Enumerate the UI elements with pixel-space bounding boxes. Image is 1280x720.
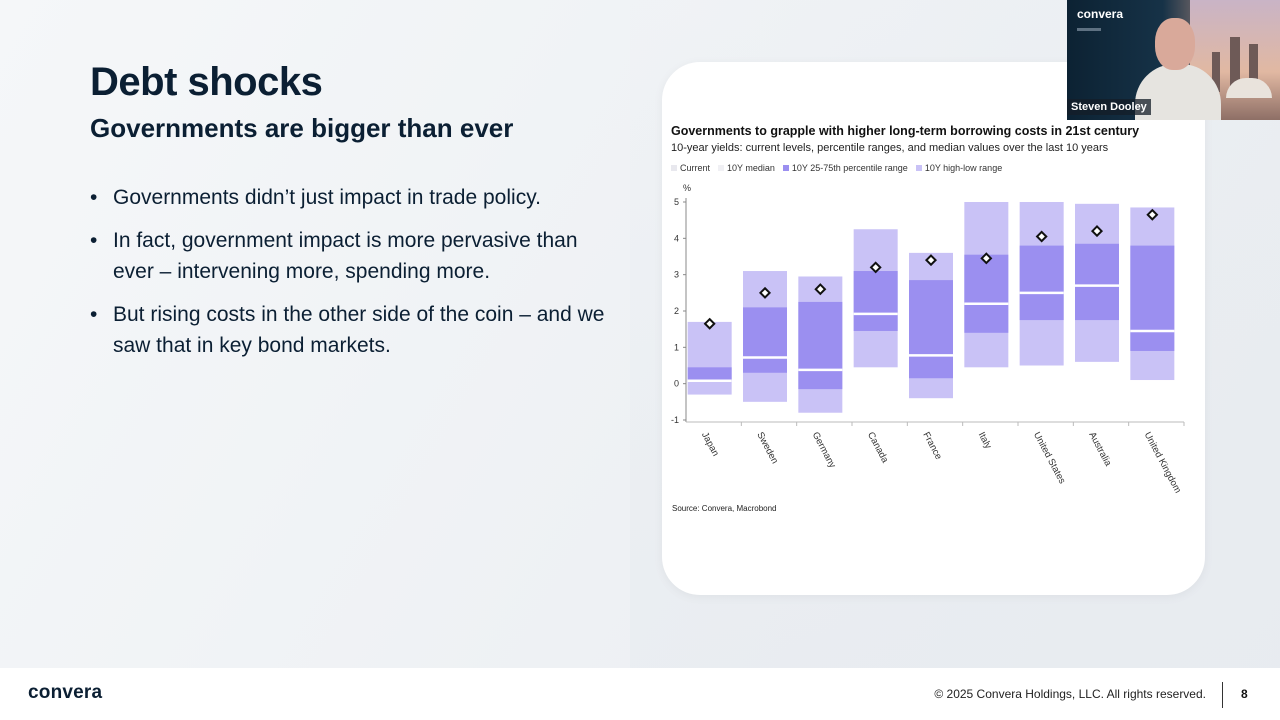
y-tick-label: 4 [674, 233, 679, 243]
y-tick-label: 3 [674, 270, 679, 280]
iqr-bar [909, 280, 953, 379]
iqr-bar [1019, 245, 1064, 321]
video-person [1155, 18, 1195, 70]
current-marker [703, 317, 716, 330]
convera-logo: convera [28, 682, 103, 703]
video-building [1249, 44, 1258, 92]
range-bar [687, 321, 732, 395]
y-tick-label: -1 [671, 415, 679, 425]
x-tick-label: Sweden [754, 430, 780, 465]
iqr-bar [853, 271, 898, 331]
iqr-bar [743, 307, 787, 373]
iqr-bar [964, 254, 1009, 333]
current-marker [758, 286, 772, 299]
x-tick-label: Germany [810, 430, 838, 470]
iqr-bar [1130, 245, 1175, 351]
legend-swatch [671, 165, 677, 171]
chart-plot: % -1 0 1 2 3 4 5 Japan Sweden Germany Canada France I… [671, 183, 1185, 495]
current-marker [1035, 230, 1048, 243]
bullet-item: Governments didn’t just impact in trade … [90, 182, 620, 213]
x-tick-label: Canada [865, 430, 891, 465]
legend-swatch [782, 165, 789, 171]
footer-divider [1222, 682, 1223, 708]
x-tick-label: Australia [1086, 430, 1113, 468]
presenter-video-tile[interactable]: convera Steven Dooley [1067, 0, 1280, 120]
current-marker [980, 252, 993, 265]
chart-card: Governments to grapple with higher long-… [662, 62, 1205, 595]
x-tick-label: Japan [699, 430, 721, 458]
current-marker [814, 283, 827, 296]
chart-title: Governments to grapple with higher long-… [671, 124, 1140, 138]
legend-label: 10Y high-low range [924, 163, 1003, 173]
video-logo-tagline [1077, 28, 1101, 31]
slide-footer: convera © 2025 Convera Holdings, LLC. Al… [0, 668, 1280, 720]
legend-swatch [718, 165, 725, 171]
bullet-item: But rising costs in the other side of th… [90, 299, 620, 361]
y-axis-unit: % [683, 183, 691, 193]
legend-item-median: 10Y median [718, 163, 775, 173]
chart-subtitle: 10-year yields: current levels, percenti… [671, 142, 1109, 154]
chart-source: Source: Convera, Macrobond [672, 504, 777, 513]
legend-label: 10Y median [727, 163, 775, 173]
x-tick-label: United States [1031, 430, 1068, 486]
legend-swatch [915, 165, 922, 171]
legend-label: Current [680, 163, 711, 173]
y-tick-label: 5 [674, 197, 679, 207]
legend-item-range: 10Y high-low range [915, 163, 1003, 173]
iqr-bar [687, 367, 732, 382]
video-building [1230, 37, 1240, 92]
slide-subtitle: Governments are bigger than ever [90, 113, 514, 143]
bullet-item: In fact, government impact is more perva… [90, 225, 620, 287]
video-logo: convera [1077, 7, 1124, 21]
page-number: 8 [1241, 687, 1248, 701]
current-marker [1090, 225, 1104, 238]
presenter-name-label: Steven Dooley [1067, 99, 1151, 115]
chart-legend: Current 10Y median 10Y 25-75th percentil… [671, 163, 1002, 173]
copyright-text: © 2025 Convera Holdings, LLC. All rights… [934, 687, 1206, 701]
x-tick-label: France [920, 430, 944, 461]
legend-item-iqr: 10Y 25-75th percentile range [782, 163, 908, 173]
video-building [1212, 52, 1220, 92]
x-tick-label: Italy [976, 430, 994, 451]
legend-label: 10Y 25-75th percentile range [791, 163, 908, 173]
video-opera-house [1226, 78, 1272, 98]
slide-title: Debt shocks [90, 60, 323, 104]
y-tick-label: 2 [674, 306, 679, 316]
legend-item-current: Current [671, 163, 710, 173]
iqr-bar [1075, 243, 1119, 321]
current-marker [869, 261, 882, 274]
y-tick-label: 0 [674, 379, 679, 389]
iqr-bar [798, 301, 843, 390]
current-marker [1146, 208, 1159, 221]
bullet-list: Governments didn’t just impact in trade … [90, 182, 620, 373]
x-tick-label: United Kingdom [1142, 430, 1183, 495]
current-marker [924, 254, 938, 267]
y-tick-label: 1 [674, 342, 679, 352]
